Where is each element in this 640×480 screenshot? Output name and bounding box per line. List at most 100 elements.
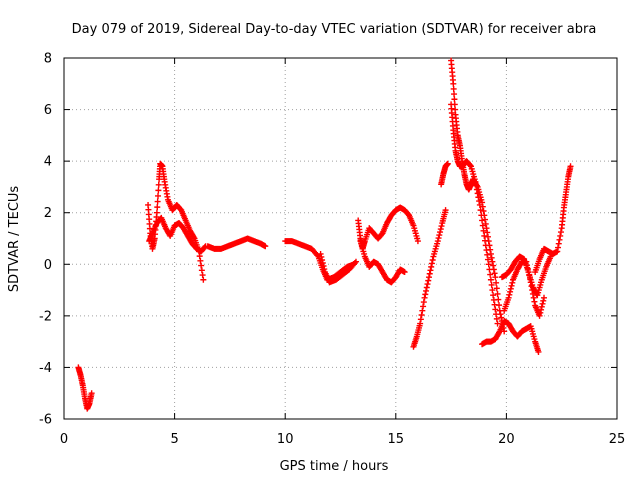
data-point bbox=[530, 294, 537, 301]
data-point bbox=[451, 96, 458, 103]
data-point bbox=[197, 257, 204, 264]
data-point bbox=[451, 91, 458, 98]
data-point bbox=[526, 272, 533, 279]
data-point bbox=[154, 204, 161, 211]
data-point bbox=[418, 311, 425, 318]
data-point bbox=[538, 303, 545, 310]
data-point bbox=[490, 296, 497, 303]
data-point bbox=[262, 243, 269, 250]
data-point bbox=[536, 312, 543, 319]
data-point bbox=[480, 207, 487, 214]
data-point bbox=[556, 236, 563, 243]
data-point bbox=[488, 281, 495, 288]
data-point bbox=[154, 198, 161, 205]
data-point bbox=[507, 288, 514, 295]
data-point bbox=[527, 279, 534, 286]
y-tick-label: -4 bbox=[39, 361, 52, 376]
data-point bbox=[319, 259, 326, 266]
data-point bbox=[487, 250, 494, 257]
x-tick-label: 15 bbox=[388, 432, 405, 447]
data-point bbox=[479, 222, 486, 229]
data-point bbox=[424, 281, 431, 288]
data-point bbox=[508, 282, 515, 289]
data-point bbox=[484, 233, 491, 240]
y-tick-label: 8 bbox=[44, 52, 52, 67]
data-point bbox=[428, 260, 435, 267]
data-point bbox=[422, 291, 429, 298]
data-point bbox=[450, 85, 457, 92]
data-point bbox=[198, 262, 205, 269]
data-point bbox=[352, 258, 359, 265]
data-point bbox=[524, 262, 531, 269]
data-point bbox=[498, 314, 505, 321]
data-point bbox=[486, 266, 493, 273]
data-point bbox=[529, 290, 536, 297]
data-point bbox=[318, 253, 325, 260]
data-point bbox=[196, 253, 203, 260]
data-point bbox=[475, 194, 482, 201]
data-point bbox=[525, 269, 532, 276]
data-point bbox=[200, 276, 207, 283]
data-point bbox=[526, 275, 533, 282]
data-point bbox=[489, 258, 496, 265]
data-point bbox=[317, 250, 324, 257]
data-point bbox=[494, 290, 501, 297]
data-point bbox=[421, 294, 428, 301]
data-point bbox=[198, 267, 205, 274]
y-tick-label: -6 bbox=[39, 413, 52, 428]
data-point bbox=[476, 201, 483, 208]
data-point bbox=[435, 235, 442, 242]
data-point bbox=[444, 160, 451, 167]
data-point bbox=[539, 300, 546, 307]
data-point bbox=[351, 259, 358, 266]
data-point bbox=[474, 190, 481, 197]
data-point bbox=[423, 287, 430, 294]
data-point bbox=[429, 256, 436, 263]
data-point bbox=[540, 297, 547, 304]
data-point bbox=[537, 309, 544, 316]
data-point bbox=[452, 106, 459, 113]
data-point bbox=[88, 390, 95, 397]
data-point bbox=[493, 311, 500, 318]
data-point bbox=[427, 267, 434, 274]
data-point bbox=[538, 306, 545, 313]
y-tick-label: 6 bbox=[44, 103, 52, 118]
x-axis-ticks: 0 5 10 15 20 25 bbox=[60, 58, 625, 447]
data-point bbox=[425, 277, 432, 284]
data-point bbox=[482, 237, 489, 244]
data-point bbox=[505, 294, 512, 301]
data-point bbox=[401, 269, 408, 276]
data-point bbox=[155, 192, 162, 199]
data-point bbox=[420, 303, 427, 310]
data-point bbox=[507, 285, 514, 292]
data-point bbox=[494, 320, 501, 327]
chart-title: Day 079 of 2019, Sidereal Day-to-day VTE… bbox=[72, 22, 597, 37]
data-point bbox=[524, 265, 531, 272]
y-tick-label: 2 bbox=[44, 206, 52, 221]
data-point bbox=[483, 247, 490, 254]
data-point bbox=[436, 232, 443, 239]
data-point bbox=[487, 276, 494, 283]
data-point bbox=[423, 284, 430, 291]
data-point bbox=[489, 287, 496, 294]
plot-frame bbox=[63, 57, 618, 420]
data-point bbox=[482, 216, 489, 223]
data-point bbox=[541, 294, 548, 301]
data-point bbox=[467, 162, 474, 169]
y-tick-label: 4 bbox=[44, 155, 52, 170]
data-point bbox=[417, 316, 424, 323]
data-point bbox=[155, 181, 162, 188]
x-axis-label: GPS time / hours bbox=[280, 459, 389, 474]
data-point bbox=[484, 256, 491, 263]
data-point bbox=[487, 271, 494, 278]
data-point bbox=[554, 248, 561, 255]
data-point bbox=[426, 270, 433, 277]
data-point bbox=[190, 234, 197, 241]
data-point bbox=[509, 279, 516, 286]
data-point bbox=[477, 207, 484, 214]
data-point bbox=[480, 227, 487, 234]
data-point bbox=[199, 272, 206, 279]
data-point bbox=[493, 315, 500, 322]
data-point bbox=[319, 256, 326, 263]
